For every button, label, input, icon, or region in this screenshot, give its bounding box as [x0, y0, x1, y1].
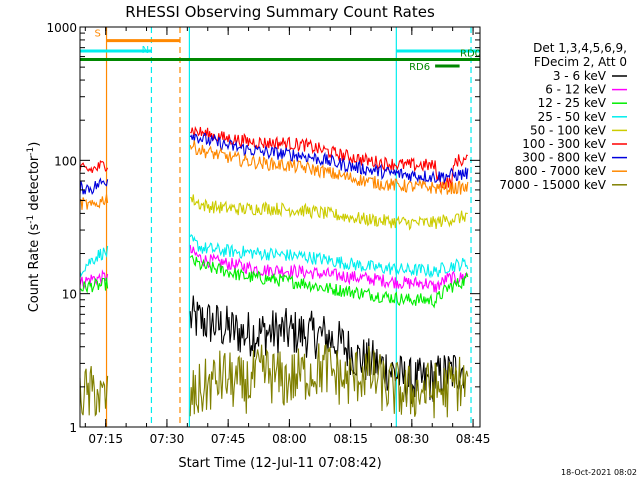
x-tick-label-07-15: 07:15 — [88, 432, 123, 446]
x-tick-label-08-00: 08:00 — [272, 432, 307, 446]
y-axis-ticks: 1 10 100 1000 — [46, 21, 480, 435]
y-tick-label-1: 1 — [69, 421, 77, 435]
vertical-markers — [105, 27, 472, 427]
legend-header-1: Det 1,3,4,5,6,9, — [533, 41, 627, 55]
y-axis-label: Count Rate (s-1 detector-1) — [26, 142, 42, 313]
y-tick-label-1000: 1000 — [46, 21, 77, 35]
plot-frame — [79, 26, 481, 428]
legend-header-2: FDecim 2, Att 0 — [534, 55, 627, 69]
state-bar-label-rd6: RD6 — [409, 62, 430, 73]
x-tick-label-07-30: 07:30 — [150, 432, 185, 446]
legend-label-3-6-kev: 3 - 6 keV — [553, 69, 607, 83]
x-axis-label: Start Time (12-Jul-11 07:08:42) — [178, 456, 381, 471]
series-line-3-6-kev — [189, 295, 465, 404]
data-series — [79, 125, 469, 419]
series-line-25-50-kev — [79, 234, 469, 279]
footer-date: 18-Oct-2021 08:02 — [561, 468, 637, 477]
series-line-12-25-kev — [79, 254, 469, 309]
state-bar-label-s: S — [95, 29, 101, 40]
legend-label-12-25-kev: 12 - 25 keV — [538, 96, 607, 110]
legend: Det 1,3,4,5,6,9, FDecim 2, Att 0 3 - 6 k… — [499, 41, 627, 192]
series-line-6-12-kev — [79, 244, 469, 293]
legend-label-800-7000-kev: 800 - 7000 keV — [515, 164, 607, 178]
legend-label-7000-15000-kev: 7000 - 15000 keV — [499, 178, 606, 192]
chart-title: RHESSI Observing Summary Count Rates — [125, 3, 435, 21]
state-bars: S N RD0 RD6 — [80, 29, 481, 73]
y-tick-label-10: 10 — [62, 288, 77, 302]
legend-label-25-50-kev: 25 - 50 keV — [538, 110, 607, 124]
y-tick-label-100: 100 — [54, 154, 77, 168]
x-tick-label-07-45: 07:45 — [211, 432, 246, 446]
series-line-7000-15000-kev — [79, 343, 469, 419]
series-line-50-100-kev — [190, 194, 468, 231]
legend-label-100-300-kev: 100 - 300 keV — [522, 137, 606, 151]
state-bar-label-rd0: RD0 — [460, 49, 481, 60]
legend-label-50-100-kev: 50 - 100 keV — [530, 123, 607, 137]
legend-label-6-12-kev: 6 - 12 keV — [545, 83, 607, 97]
x-axis-ticks: 07:15 07:30 07:45 08:00 08:15 08:30 08:45 — [84, 27, 491, 446]
x-tick-label-08-30: 08:30 — [395, 432, 430, 446]
legend-label-300-800-kev: 300 - 800 keV — [522, 151, 606, 165]
x-tick-label-08-45: 08:45 — [456, 432, 491, 446]
x-tick-label-08-15: 08:15 — [333, 432, 368, 446]
series-line-300-800-kev — [79, 133, 469, 196]
state-bar-label-n: N — [142, 45, 149, 56]
